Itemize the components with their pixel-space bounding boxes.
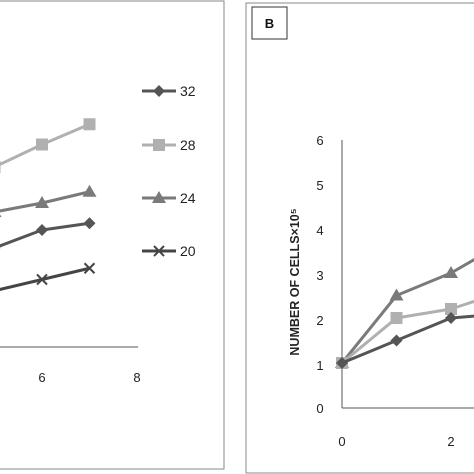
panel-b-data-point — [390, 312, 403, 324]
panel-a-data-point — [83, 118, 96, 131]
panel-a-data-point — [35, 196, 49, 208]
panel-b-y-ticks: 0 1 2 3 4 5 6 — [316, 133, 323, 416]
panel-b-y-tick-label: 3 — [316, 268, 323, 283]
legend-swatch-marker — [152, 191, 166, 203]
panel-b-data-point — [445, 312, 457, 324]
panel-b-label-box — [251, 6, 288, 40]
panel-a-data-point — [36, 138, 48, 151]
panel-a-series-line-32 — [0, 221, 90, 248]
panel-b-label: B — [265, 16, 274, 31]
panel-b-data-point — [444, 266, 458, 278]
panel-b-series-line-24 — [340, 257, 474, 364]
panel-a-series-line-20 — [0, 266, 90, 291]
panel-b-y-axis-label: NUMBER OF CELLS×10⁵ — [288, 208, 302, 355]
panel-b-y-tick-label: 1 — [316, 358, 323, 373]
panel-b-data-point — [390, 334, 403, 347]
panel-b-y-tick-label: 6 — [316, 133, 323, 148]
panel-a-x-tick-label: 6 — [38, 370, 45, 385]
panel-b-y-tick-label: 5 — [316, 178, 323, 193]
panel-a-data-point — [36, 224, 48, 236]
panel-b-y-tick-label: 2 — [316, 313, 323, 328]
legend-swatch-marker — [153, 245, 165, 257]
panel-a-plot — [0, 118, 97, 296]
legend-swatch-marker — [153, 85, 165, 97]
panel-b-series-line-28 — [341, 299, 474, 365]
panel-b-data-point — [336, 357, 348, 369]
panel-a-data-point — [83, 262, 96, 274]
panel-b-data-point — [389, 288, 404, 301]
legend-swatch-marker — [153, 139, 165, 151]
panel-a-data-point — [0, 247, 1, 249]
legend-label: 32 — [180, 83, 196, 99]
panel-a-data-point — [83, 217, 96, 230]
panel-b-data-point — [445, 303, 457, 315]
panel-a-data-point — [0, 161, 1, 173]
legend-label: 28 — [180, 137, 196, 153]
legend-label: 20 — [180, 243, 196, 259]
panel-b-series-line-32 — [341, 314, 474, 365]
panel-b-x-tick-label: 2 — [447, 434, 454, 449]
legend-label: 24 — [180, 190, 196, 206]
panel-b-x-tick-label: 0 — [338, 434, 345, 449]
panel-a-data-point — [36, 273, 48, 286]
panel-b-y-tick-label: 0 — [316, 401, 323, 416]
panel-b-plot — [335, 257, 474, 369]
panel-b-y-tick-label: 4 — [316, 223, 323, 238]
panel-a-data-point — [0, 214, 2, 217]
panel-a-frame — [0, 0, 225, 470]
panel-a-data-point — [82, 184, 97, 197]
panel-a-legend: 32 28 24 20 — [142, 83, 196, 259]
panel-a-x-tick-label: 8 — [133, 370, 140, 385]
panel-a-series-line-28 — [0, 122, 91, 167]
panel-b-frame — [245, 2, 474, 474]
panel-a-series-line-24 — [0, 190, 90, 213]
